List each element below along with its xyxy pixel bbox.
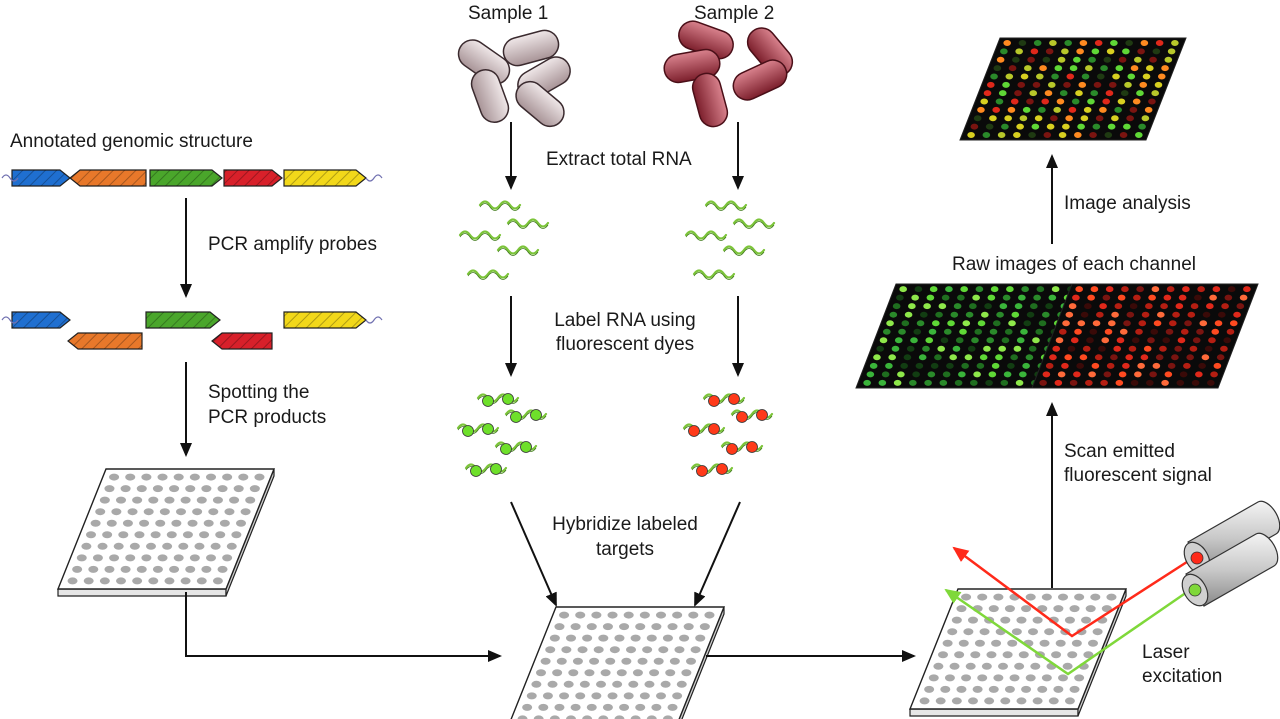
spotting-label-line2: PCR products [208,407,327,428]
raw-images-label: Raw images of each channel [952,254,1196,275]
laser-emitters [1181,500,1280,607]
cell [691,72,729,128]
arrow-hybridize-1 [510,501,557,607]
gene-blue [11,169,71,187]
raw-image-red-channel [1031,283,1259,389]
labeled-rna-red [682,393,774,477]
gene-orange [69,169,147,187]
merged-result-image [959,37,1187,141]
annotated-genomic-structure-label: Annotated genomic structure [10,131,253,152]
gene-red [223,169,283,187]
arrow-hybridize-2 [694,501,741,607]
pcr-probes [1,311,383,350]
sample1-label: Sample 1 [468,3,549,24]
raw-image-green-channel [855,283,1083,389]
sample1-cells [457,29,571,128]
probe-green [145,311,221,329]
blank-slide [56,468,276,597]
scanned-slide [908,588,1128,717]
laser-label-line1: Laser [1142,642,1190,663]
spotting-label-line1: Spotting the [208,382,310,403]
genomic-structure [1,169,383,187]
probe-yellow [283,311,367,329]
gene-yellow [283,169,367,187]
arrow-slide-to-hybrid [185,592,502,662]
laser-beams [944,546,1191,676]
gene-green [149,169,223,187]
probe-blue [11,311,71,329]
cell [732,59,788,101]
scan-label-line2: fluorescent signal [1064,465,1212,486]
cell [470,69,510,123]
cell [502,29,560,67]
label-rna-line2: fluorescent dyes [555,334,695,355]
hybridized-slide [510,606,726,719]
extract-rna-label: Extract total RNA [546,149,692,170]
labeled-rna-green [456,393,548,477]
pcr-amplify-label: PCR amplify probes [208,234,377,255]
label-rna-line1: Label RNA using [554,310,696,331]
probe-orange [67,332,143,350]
hybridize-line2: targets [595,539,655,560]
scan-label-line1: Scan emitted [1064,441,1175,462]
cell [515,80,565,128]
image-analysis-label: Image analysis [1064,193,1191,214]
rna-sample1 [458,200,550,280]
laser-emitter [1181,532,1279,607]
probe-red [211,332,273,350]
laser-label-line2: excitation [1142,666,1223,687]
sample2-label: Sample 2 [694,3,775,24]
sample2-cells [663,20,794,128]
green-laser-beam [944,588,1191,676]
hybridize-line1: Hybridize labeled [552,514,698,535]
red-laser-beam [952,546,1191,638]
rna-sample2 [684,200,776,280]
